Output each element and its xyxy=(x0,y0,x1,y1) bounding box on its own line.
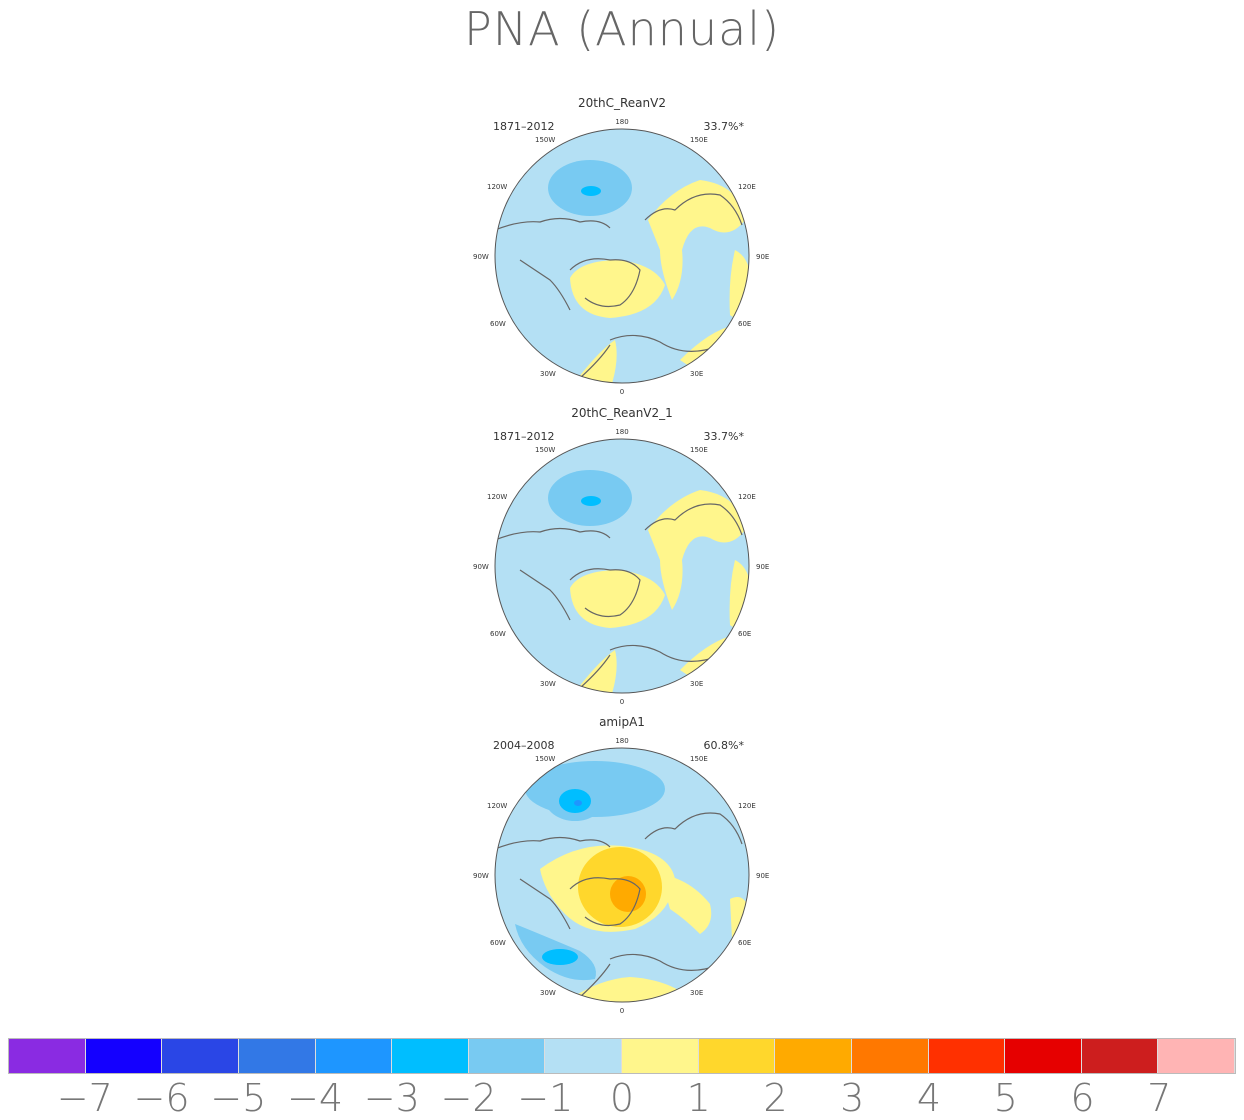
colorbar-label: −2 xyxy=(440,1076,497,1120)
colorbar-cell xyxy=(315,1039,393,1073)
lon-label-30e: 30E xyxy=(690,989,703,997)
page-title: PNA (Annual) xyxy=(463,2,781,56)
lon-label-30w: 30W xyxy=(540,989,556,997)
lon-label-120e: 120E xyxy=(738,493,756,501)
map-panel-1: 20thC_ReanV2 1871–2012 33.7%* 180 150E xyxy=(460,96,784,396)
lon-label-120w: 120W xyxy=(487,183,507,191)
panel-period: 1871–2012 xyxy=(493,430,555,443)
polar-map: 180 150E 120E 90E 60E 30E 0 30W 60W 90W … xyxy=(473,118,769,396)
colorbar-cell xyxy=(1005,1039,1082,1073)
lon-label-90e: 90E xyxy=(756,563,769,571)
panel-variance: 33.7%* xyxy=(703,120,744,133)
lon-label-30e: 30E xyxy=(690,370,703,378)
colorbar-label: −4 xyxy=(286,1076,344,1120)
lon-label-120e: 120E xyxy=(738,183,756,191)
colorbar-cell xyxy=(238,1039,316,1073)
colorbar-label: −7 xyxy=(56,1076,113,1120)
panel-variance: 33.7%* xyxy=(703,430,744,443)
colorbar-cell xyxy=(1158,1039,1235,1073)
colorbar-label: 1 xyxy=(686,1076,711,1120)
colorbar-label: 3 xyxy=(840,1076,865,1120)
colorbar-label: −5 xyxy=(210,1076,267,1120)
polar-map: 180 150E 120E 90E 60E 30E 0 30W 60W 90W … xyxy=(473,428,769,706)
lon-label-120w: 120W xyxy=(487,493,507,501)
panel-title: amipA1 xyxy=(599,715,645,729)
colorbar xyxy=(8,1038,1236,1074)
colorbar-label: −3 xyxy=(363,1076,420,1120)
map-panel-3: amipA1 2004–2008 60.8%* xyxy=(460,715,784,1015)
colorbar-label: 6 xyxy=(1070,1076,1095,1120)
lon-label-180: 180 xyxy=(615,428,628,436)
lon-label-90e: 90E xyxy=(756,253,769,261)
lon-label-150e: 150E xyxy=(690,136,708,144)
colorbar-cell xyxy=(698,1039,776,1073)
colorbar-cell xyxy=(9,1039,86,1073)
colorbar-cell xyxy=(928,1039,1006,1073)
panel-title: 20thC_ReanV2 xyxy=(578,96,666,110)
colorbar-label: 2 xyxy=(763,1076,788,1120)
panel-period: 2004–2008 xyxy=(493,739,555,752)
panel-variance: 60.8%* xyxy=(703,739,744,752)
lon-label-30e: 30E xyxy=(690,680,703,688)
colorbar-label: 7 xyxy=(1147,1076,1172,1120)
lon-label-0: 0 xyxy=(620,1007,624,1015)
colorbar-label: 0 xyxy=(609,1076,635,1120)
colorbar-cell xyxy=(545,1039,622,1073)
colorbar-cell xyxy=(622,1039,699,1073)
colorbar-label: −6 xyxy=(133,1076,190,1120)
colorbar-cell xyxy=(162,1039,239,1073)
colorbar-label: −1 xyxy=(517,1076,574,1120)
lon-label-60w: 60W xyxy=(490,320,506,328)
lon-label-90w: 90W xyxy=(473,253,489,261)
panel-title: 20thC_ReanV2_1 xyxy=(571,406,673,420)
colorbar-cell xyxy=(468,1039,546,1073)
lon-label-120e: 120E xyxy=(738,802,756,810)
lon-label-30w: 30W xyxy=(540,680,556,688)
colorbar-cell xyxy=(851,1039,929,1073)
lon-label-150w: 150W xyxy=(535,446,555,454)
lon-label-150w: 150W xyxy=(535,755,555,763)
lon-label-0: 0 xyxy=(620,698,624,706)
lon-label-150e: 150E xyxy=(690,446,708,454)
lon-label-60e: 60E xyxy=(738,630,751,638)
lon-label-150w: 150W xyxy=(535,136,555,144)
colorbar-cell xyxy=(392,1039,469,1073)
polar-map: 180 150E 120E 90E 60E 30E 0 30W 60W 90W … xyxy=(473,737,769,1015)
lon-label-120w: 120W xyxy=(487,802,507,810)
lon-label-60w: 60W xyxy=(490,630,506,638)
lon-label-180: 180 xyxy=(615,737,628,745)
map-panel-2: 20thC_ReanV2_1 1871–2012 33.7%* 180 150E xyxy=(460,406,784,706)
colorbar-label: 5 xyxy=(993,1076,1018,1120)
colorbar-cell xyxy=(775,1039,852,1073)
panel-period: 1871–2012 xyxy=(493,120,555,133)
lon-label-90e: 90E xyxy=(756,872,769,880)
lon-label-90w: 90W xyxy=(473,563,489,571)
lon-label-60w: 60W xyxy=(490,939,506,947)
lon-label-60e: 60E xyxy=(738,939,751,947)
colorbar-labels: −7 −6 −5 −4 −3 −2 −1 0 1 2 3 4 5 6 7 xyxy=(8,1076,1236,1120)
lon-label-60e: 60E xyxy=(738,320,751,328)
lon-label-180: 180 xyxy=(615,118,628,126)
lon-label-90w: 90W xyxy=(473,872,489,880)
colorbar-label: 4 xyxy=(916,1076,942,1120)
lon-label-30w: 30W xyxy=(540,370,556,378)
colorbar-cell xyxy=(1081,1039,1159,1073)
colorbar-cell xyxy=(85,1039,163,1073)
lon-label-0: 0 xyxy=(620,388,624,396)
lon-label-150e: 150E xyxy=(690,755,708,763)
